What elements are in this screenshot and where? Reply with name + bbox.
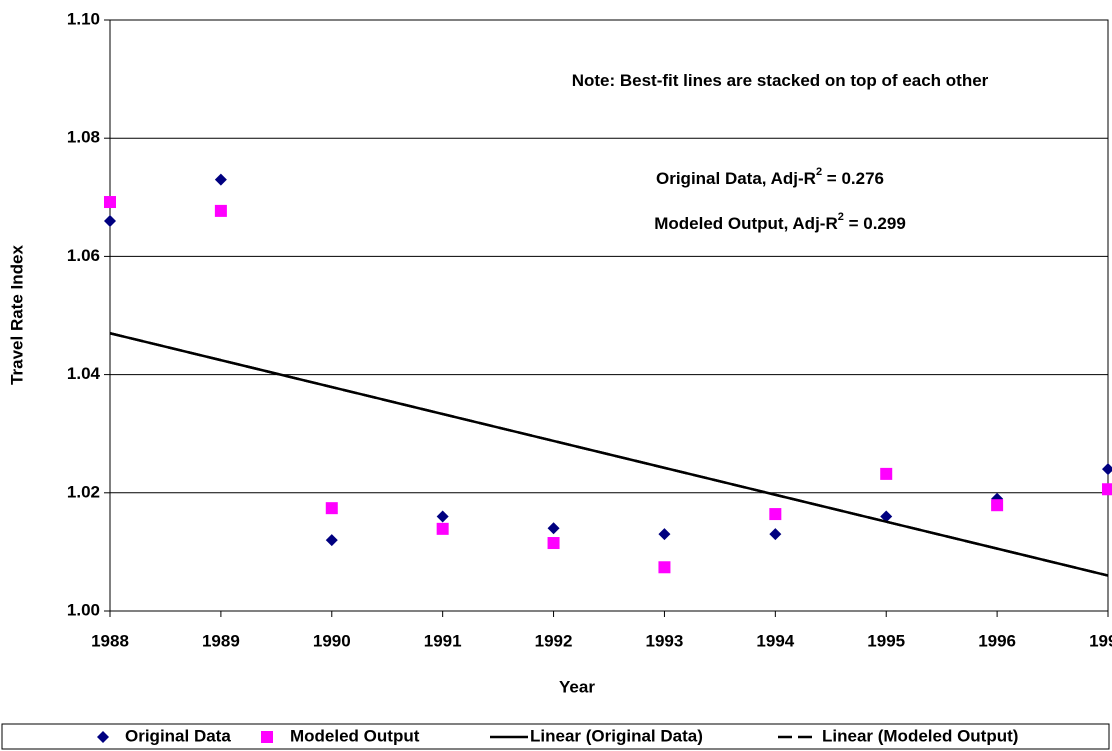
- diamond-marker: [547, 522, 560, 535]
- legend-label: Modeled Output: [290, 726, 420, 745]
- legend-label: Original Data: [125, 726, 231, 745]
- legend-label: Linear (Modeled Output): [822, 726, 1018, 745]
- square-marker: [325, 502, 338, 515]
- diamond-marker: [214, 173, 227, 186]
- y-tick-label: 1.00: [67, 600, 100, 619]
- annotation-sup: 2: [838, 211, 844, 223]
- y-tick-label: 1.08: [67, 128, 100, 147]
- legend-marker: [97, 731, 109, 743]
- square-marker: [547, 537, 560, 550]
- x-tick-label: 1996: [978, 631, 1016, 650]
- x-tick-label: 1993: [646, 631, 684, 650]
- annotation-sup: 2: [816, 166, 822, 178]
- legend-marker: [261, 731, 273, 743]
- x-axis-title: Year: [559, 677, 595, 696]
- diamond-marker: [769, 528, 782, 541]
- legend-label: Linear (Original Data): [530, 726, 703, 745]
- square-marker: [214, 204, 227, 217]
- diamond-marker: [104, 214, 116, 227]
- square-marker: [658, 561, 671, 574]
- x-tick-label: 1994: [756, 631, 794, 650]
- diamond-marker: [880, 510, 893, 523]
- x-tick-label: 1990: [313, 631, 351, 650]
- square-marker: [880, 467, 893, 480]
- y-axis-title: Travel Rate Index: [7, 245, 26, 385]
- square-marker: [1102, 483, 1112, 496]
- diamond-marker: [1102, 463, 1112, 476]
- x-tick-label: 1988: [91, 631, 129, 650]
- annotation: Note: Best-fit lines are stacked on top …: [572, 71, 989, 90]
- square-marker: [104, 196, 116, 209]
- y-tick-label: 1.04: [67, 364, 101, 383]
- annotation-text: Modeled Output, Adj-R: [654, 214, 838, 233]
- square-marker: [769, 508, 782, 521]
- plot-area: [109, 19, 1109, 612]
- x-tick-label: 1989: [202, 631, 240, 650]
- annotation-text: Original Data, Adj-R: [656, 169, 816, 188]
- y-tick-label: 1.10: [67, 9, 100, 28]
- diamond-marker: [436, 510, 449, 523]
- annotation: Original Data, Adj-R2 = 0.276: [656, 166, 884, 189]
- diamond-marker: [658, 528, 671, 541]
- trend-line: [109, 332, 1109, 577]
- x-tick-label: 1995: [867, 631, 905, 650]
- annotation-text: Note: Best-fit lines are stacked on top …: [572, 71, 989, 90]
- x-tick-label: 1997: [1089, 631, 1112, 650]
- annotation-text: = 0.276: [822, 169, 884, 188]
- x-tick-label: 1991: [424, 631, 462, 650]
- square-marker: [991, 499, 1004, 512]
- legend: [1, 723, 1110, 750]
- y-tick-label: 1.02: [67, 482, 100, 501]
- y-tick-label: 1.06: [67, 246, 100, 265]
- square-marker: [436, 522, 449, 535]
- x-tick-label: 1992: [535, 631, 573, 650]
- annotation-text: = 0.299: [844, 214, 906, 233]
- annotation: Modeled Output, Adj-R2 = 0.299: [654, 211, 906, 234]
- diamond-marker: [325, 534, 338, 547]
